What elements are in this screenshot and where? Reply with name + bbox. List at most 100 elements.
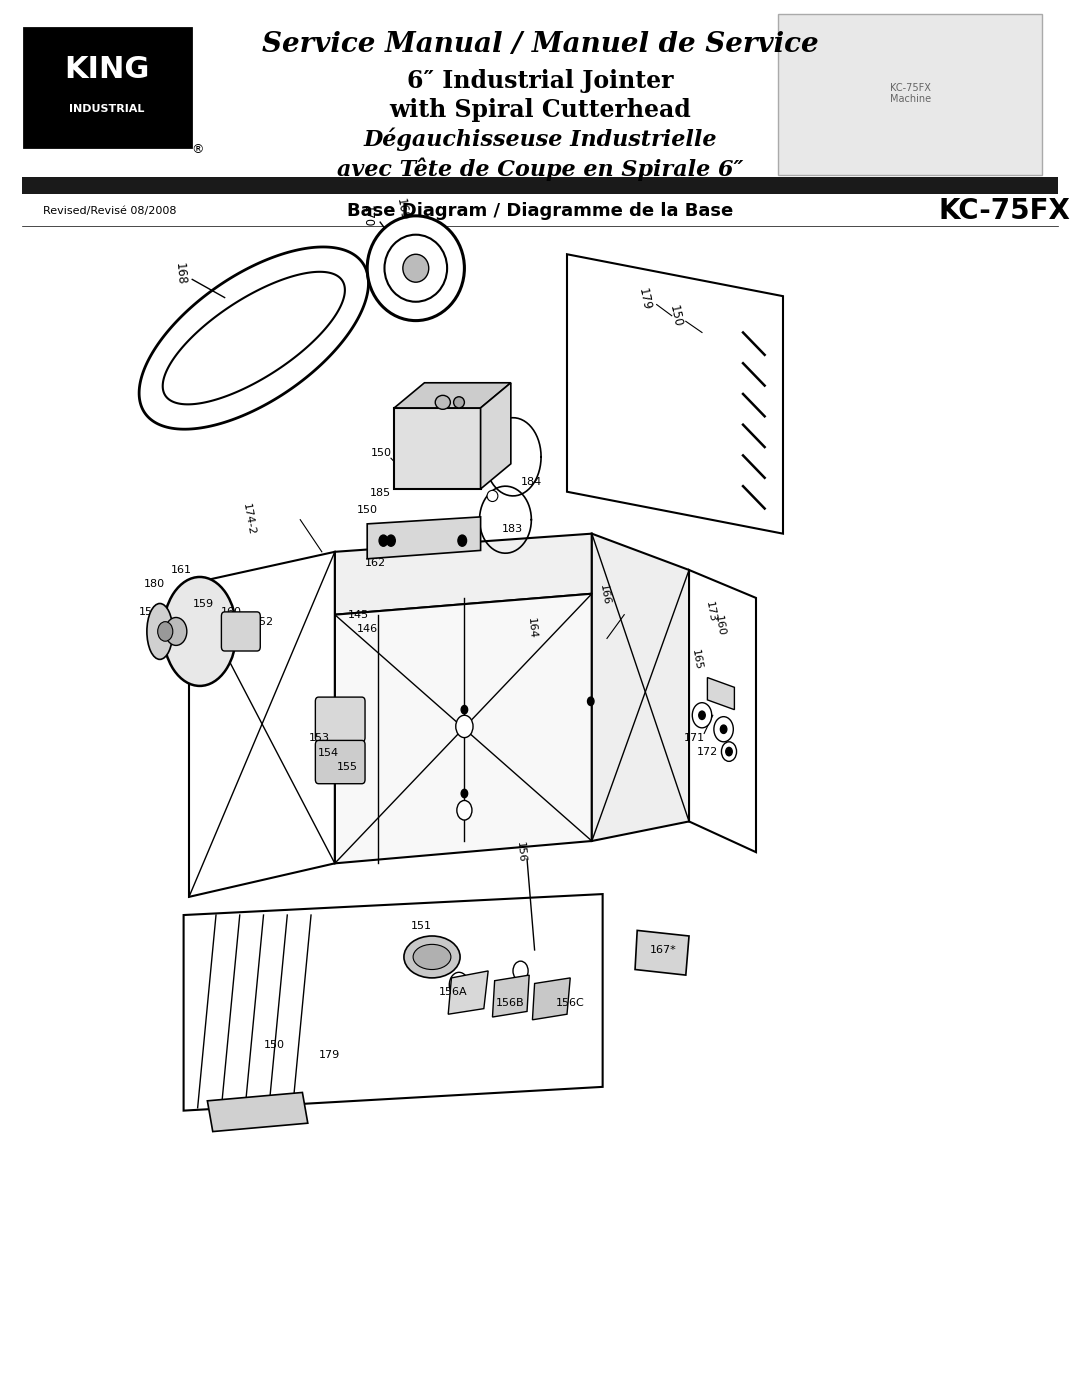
Text: 169: 169	[393, 197, 410, 222]
Polygon shape	[394, 383, 511, 408]
Circle shape	[714, 717, 733, 742]
Text: 174-2: 174-2	[241, 503, 256, 536]
Text: 170: 170	[361, 205, 374, 228]
Text: 159-9: 159-9	[432, 450, 464, 461]
Text: INDUSTRIAL: INDUSTRIAL	[69, 103, 145, 115]
Text: 164: 164	[526, 617, 537, 640]
Text: 151: 151	[410, 921, 432, 932]
Text: 146: 146	[356, 623, 378, 634]
Circle shape	[458, 535, 467, 546]
Circle shape	[692, 703, 712, 728]
Text: 179: 179	[319, 1049, 340, 1060]
Text: 159: 159	[192, 598, 214, 609]
Ellipse shape	[163, 577, 237, 686]
Polygon shape	[367, 517, 481, 559]
Text: 168: 168	[173, 263, 188, 285]
Text: 184: 184	[521, 476, 542, 488]
Circle shape	[513, 961, 528, 981]
Circle shape	[158, 622, 173, 641]
Polygon shape	[707, 678, 734, 710]
Text: 156: 156	[515, 841, 526, 863]
Polygon shape	[592, 534, 689, 841]
Text: 152: 152	[253, 616, 274, 627]
Circle shape	[726, 747, 732, 756]
Circle shape	[588, 697, 594, 705]
Bar	[394, 408, 481, 489]
Polygon shape	[492, 975, 529, 1017]
Circle shape	[379, 535, 388, 546]
Ellipse shape	[487, 490, 498, 502]
Polygon shape	[481, 383, 511, 489]
Polygon shape	[480, 486, 531, 553]
Text: 150: 150	[370, 447, 392, 458]
Text: 150: 150	[264, 1039, 285, 1051]
Circle shape	[720, 725, 727, 733]
FancyBboxPatch shape	[24, 28, 191, 147]
Text: 179: 179	[636, 286, 653, 312]
Text: Service Manual / Manuel de Service: Service Manual / Manuel de Service	[261, 31, 819, 59]
Circle shape	[165, 617, 187, 645]
Text: 161: 161	[171, 564, 192, 576]
Text: 179: 179	[369, 522, 391, 534]
Circle shape	[461, 705, 468, 714]
Text: 163: 163	[473, 460, 495, 471]
Text: 156B: 156B	[496, 997, 524, 1009]
Text: 182: 182	[383, 541, 405, 552]
Text: 167*: 167*	[650, 944, 676, 956]
Ellipse shape	[384, 235, 447, 302]
Text: 160: 160	[713, 615, 726, 637]
Ellipse shape	[413, 944, 451, 970]
Ellipse shape	[404, 936, 460, 978]
Text: 173: 173	[704, 601, 717, 623]
Text: 183: 183	[501, 524, 523, 535]
Text: 156C: 156C	[556, 997, 584, 1009]
Text: 160: 160	[220, 606, 242, 617]
Text: KING: KING	[64, 56, 150, 84]
Ellipse shape	[435, 395, 450, 409]
Circle shape	[387, 535, 395, 546]
Text: 158: 158	[138, 606, 160, 617]
Text: Base Diagram / Diagramme de la Base: Base Diagram / Diagramme de la Base	[347, 203, 733, 219]
Text: KC-75FX
Machine: KC-75FX Machine	[890, 82, 931, 105]
Polygon shape	[335, 534, 592, 615]
Circle shape	[721, 742, 737, 761]
Circle shape	[457, 800, 472, 820]
Text: 153: 153	[309, 732, 330, 743]
Text: 155: 155	[337, 761, 359, 773]
Polygon shape	[163, 272, 345, 404]
Polygon shape	[532, 978, 570, 1020]
Text: 180: 180	[144, 578, 165, 590]
Text: 156A: 156A	[440, 986, 468, 997]
Polygon shape	[207, 1092, 308, 1132]
Text: 6″ Industrial Jointer: 6″ Industrial Jointer	[407, 68, 673, 94]
Text: 166: 166	[598, 584, 611, 606]
Text: Dégauchisseuse Industrielle: Dégauchisseuse Industrielle	[363, 129, 717, 151]
Circle shape	[456, 715, 473, 738]
Polygon shape	[184, 894, 603, 1111]
Ellipse shape	[367, 215, 464, 321]
Ellipse shape	[403, 254, 429, 282]
FancyBboxPatch shape	[315, 740, 365, 784]
FancyBboxPatch shape	[315, 697, 365, 742]
Polygon shape	[567, 254, 783, 534]
Circle shape	[449, 972, 469, 997]
Polygon shape	[189, 552, 335, 897]
Text: 150: 150	[666, 303, 684, 328]
FancyBboxPatch shape	[221, 612, 260, 651]
FancyBboxPatch shape	[778, 14, 1042, 175]
Text: 186: 186	[413, 541, 434, 552]
Ellipse shape	[454, 397, 464, 408]
Polygon shape	[689, 570, 756, 852]
Text: with Spiral Cutterhead: with Spiral Cutterhead	[389, 98, 691, 123]
Text: Revised/Revisé 08/2008: Revised/Revisé 08/2008	[43, 205, 177, 217]
Text: 185: 185	[369, 488, 391, 499]
Ellipse shape	[147, 604, 173, 659]
Polygon shape	[335, 594, 592, 863]
Text: 171: 171	[684, 732, 705, 743]
Text: 145: 145	[348, 609, 369, 620]
Text: 172: 172	[697, 746, 718, 757]
Text: ®: ®	[191, 142, 204, 156]
Polygon shape	[139, 247, 368, 429]
Text: 150: 150	[356, 504, 378, 515]
Polygon shape	[485, 418, 541, 496]
